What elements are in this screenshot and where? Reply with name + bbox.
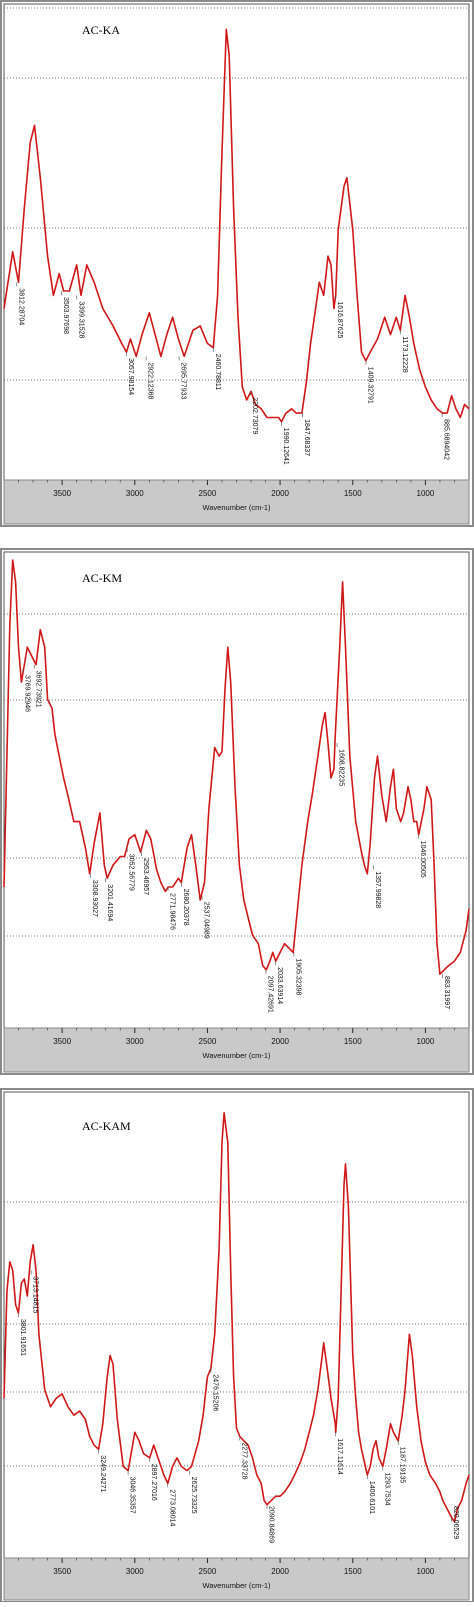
spectrum-line <box>3 1112 470 1523</box>
peak-label: 2476.15206 <box>211 1374 218 1411</box>
plot-area <box>3 3 470 481</box>
chart-title: AC-KA <box>82 23 120 37</box>
peak-label: 1905.32398 <box>294 958 301 995</box>
x-tick-label: 1000 <box>417 1037 435 1046</box>
x-axis-label: Wavenumber (cm-1) <box>202 1051 271 1060</box>
peak-label: 1990.12641 <box>282 428 289 465</box>
peak-label: 2953.46957 <box>142 858 149 895</box>
plot-area <box>3 1091 470 1559</box>
peak-label: 2695.77933 <box>180 362 187 399</box>
peak-label: 2277.33728 <box>240 1443 247 1480</box>
x-axis-strip <box>3 1027 470 1073</box>
peak-label: 3801.91651 <box>19 1319 26 1356</box>
peak-label: 1187.19135 <box>399 1447 406 1484</box>
peak-label: 2773.08014 <box>168 1489 175 1526</box>
peak-label: 3201.41694 <box>106 884 113 921</box>
chart-svg-3: 3500 3000 2500 2000 1500 1000 Wavenumber (cm-1… <box>0 1088 474 1603</box>
peak-label: 3692.73921 <box>35 671 42 708</box>
peak-label: 3249.24271 <box>99 1455 106 1492</box>
x-tick-label: 3000 <box>126 1567 144 1576</box>
peak-label: 2771.98476 <box>169 893 176 930</box>
chart-title: AC-KAM <box>82 1119 131 1133</box>
x-axis-strip <box>3 479 470 525</box>
chart-svg-2: 3500 3000 2500 2000 1500 1000 Wavenumber (cm-1… <box>0 548 474 1075</box>
peak-label: 2625.73325 <box>190 1477 197 1514</box>
peak-label: 2897.27016 <box>150 1464 157 1501</box>
x-tick-label: 2500 <box>199 489 217 498</box>
x-tick-label: 2500 <box>199 1037 217 1046</box>
x-tick-label: 2000 <box>271 1037 289 1046</box>
peak-label: 2033.63914 <box>276 967 283 1004</box>
peak-label: 1046.00505 <box>419 841 426 878</box>
peak-label: 883.31997 <box>443 976 450 1009</box>
peak-label: 2097.42691 <box>267 976 274 1013</box>
x-tick-label: 2000 <box>271 1567 289 1576</box>
spectrum-panel-1: 3500 3000 2500 2000 1500 1000 Wavenumber (cm-1… <box>0 0 474 528</box>
x-tick-label: 3000 <box>126 489 144 498</box>
peak-label: 1617.11614 <box>336 1438 343 1475</box>
peak-label: 3769.92946 <box>24 675 31 712</box>
plot-area <box>3 551 470 1029</box>
peak-label: 1847.68337 <box>303 419 310 456</box>
peak-label: 3308.93027 <box>91 880 98 917</box>
chart-svg-1: 3500 3000 2500 2000 1500 1000 Wavenumber (cm-1… <box>0 0 474 527</box>
peak-label: 1173.12228 <box>401 336 408 373</box>
x-tick-label: 3500 <box>53 1567 71 1576</box>
x-tick-label: 1000 <box>417 1567 435 1576</box>
peak-label: 1409.32791 <box>367 367 374 404</box>
x-tick-label: 3000 <box>126 1037 144 1046</box>
x-axis-label: Wavenumber (cm-1) <box>202 1581 271 1590</box>
peak-label: 2202.73079 <box>251 397 258 434</box>
peak-label: 1608.82235 <box>338 749 345 786</box>
peak-label: 1400.6101 <box>368 1481 375 1514</box>
peak-label: 2090.84869 <box>268 1506 275 1543</box>
x-tick-label: 1500 <box>344 489 362 498</box>
x-tick-label: 1500 <box>344 1567 362 1576</box>
spectrum-line <box>3 28 470 423</box>
peak-label: 1293.7534 <box>383 1472 390 1505</box>
x-tick-label: 3500 <box>53 489 71 498</box>
x-tick-label: 2500 <box>199 1567 217 1576</box>
x-tick-label: 3500 <box>53 1037 71 1046</box>
peak-label: 1357.99828 <box>374 871 381 908</box>
peak-label: 3503.97698 <box>62 297 69 334</box>
x-tick-label: 2000 <box>271 489 289 498</box>
chart-title: AC-KM <box>82 571 122 585</box>
x-tick-label: 1000 <box>417 489 435 498</box>
peak-label: 3046.35357 <box>129 1477 136 1514</box>
spectrum-panel-3: 3500 3000 2500 2000 1500 1000 Wavenumber (cm-1… <box>0 1088 474 1603</box>
spectrum-panel-2: 3500 3000 2500 2000 1500 1000 Wavenumber (cm-1… <box>0 548 474 1076</box>
x-axis-label: Wavenumber (cm-1) <box>202 503 271 512</box>
peak-label: 885.6894042 <box>443 419 450 460</box>
x-tick-label: 1500 <box>344 1037 362 1046</box>
peak-label: 2537.04989 <box>203 902 210 939</box>
peak-label: 820.06529 <box>452 1506 459 1539</box>
peak-label: 3812.28704 <box>17 288 24 325</box>
peak-label: 3399.31528 <box>77 301 84 338</box>
x-axis-strip <box>3 1557 470 1601</box>
peak-label: 1616.87625 <box>336 301 343 338</box>
peak-label: 3057.98154 <box>127 358 134 395</box>
peak-label: 2460.78811 <box>214 354 221 391</box>
peak-label: 3713.14815 <box>32 1276 39 1313</box>
spectrum-line <box>3 559 470 975</box>
peak-label: 2680.20378 <box>182 889 189 926</box>
peak-label: 3052.56779 <box>128 854 135 891</box>
peak-label: 2922.12368 <box>147 362 154 399</box>
